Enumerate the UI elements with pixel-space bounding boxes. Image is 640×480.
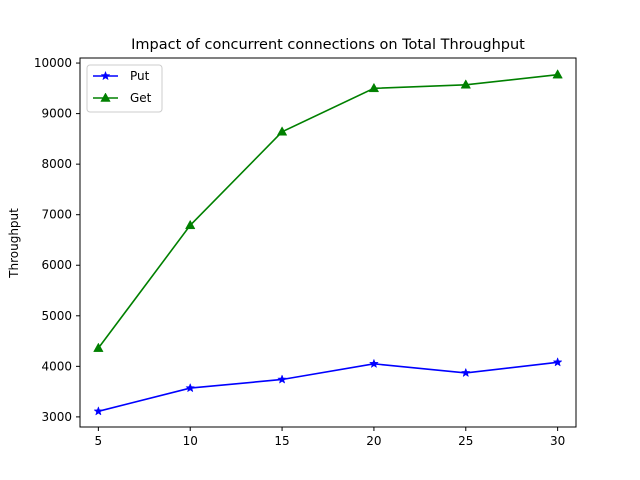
data-point-put [185,382,196,393]
legend-label-get: Get [130,91,152,105]
y-tick-label: 3000 [41,410,72,424]
y-tick-label: 6000 [41,258,72,272]
data-point-get [552,69,563,79]
data-point-put [460,367,471,378]
x-tick-label: 10 [183,434,198,448]
data-point-get [276,126,288,136]
legend-marker-get [100,92,111,102]
data-point-put [552,357,563,367]
x-tick-label: 30 [550,434,565,448]
x-tick-label: 5 [95,434,103,448]
x-tick-label: 15 [274,434,289,448]
data-point-get [185,219,196,230]
y-tick-label: 4000 [41,359,72,373]
legend-label-put: Put [130,69,150,83]
y-axis-label: Throughput [7,208,21,279]
y-tick-label: 10000 [34,56,72,70]
axis-ticks: 5 10 15 20 25 30 3000 4000 5000 6000 7000 8000 9000 1… [34,56,565,448]
plot-series [93,69,563,416]
data-point-put [277,374,288,384]
legend-marker-put [100,70,111,81]
chart-title: Impact of concurrent connections on Tota… [131,37,525,53]
data-point-get [368,82,380,93]
data-point-put [93,406,104,416]
series-line-get [97,73,558,349]
y-tick-label: 7000 [41,208,72,222]
series-line-put [98,361,558,413]
plot-frame [79,57,577,428]
y-tick-label: 5000 [41,309,72,323]
data-point-get [460,79,471,89]
y-tick-label: 9000 [41,107,72,121]
x-tick-label: 25 [458,434,473,448]
data-point-get [93,342,104,352]
y-tick-label: 8000 [41,157,72,171]
x-tick-label: 20 [366,434,381,448]
legend: Put Get [86,64,163,113]
data-point-put [368,358,379,369]
